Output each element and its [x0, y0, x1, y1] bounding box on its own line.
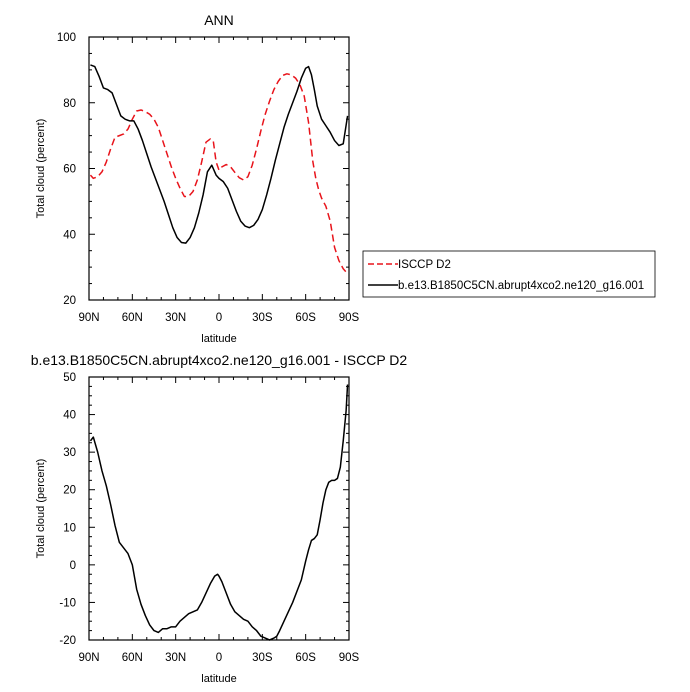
y-tick-label: 80 [63, 98, 76, 110]
x-tick-label: 30S [252, 312, 273, 324]
bottom-chart-xlabel: latitude [201, 673, 236, 685]
bottom-plot-frame [88, 376, 350, 641]
y-tick-label: 10 [63, 522, 76, 534]
bottom-chart: b.e13.B1850C5CN.abrupt4xco2.ne120_g16.00… [31, 352, 408, 685]
x-tick-label: 60N [122, 312, 143, 324]
x-tick-label: 90S [339, 312, 360, 324]
x-tick-label: 90N [78, 312, 99, 324]
y-tick-label: 60 [63, 164, 76, 176]
x-tick-label: 0 [216, 652, 222, 664]
x-tick-label: 30N [165, 652, 186, 664]
top-chart: ANN 90N 60N 30N 0 30S 60S 90S 20 40 60 80 100 latit… [35, 12, 656, 345]
x-tick-label: 60S [295, 652, 316, 664]
top-chart-ticks: 90N 60N 30N 0 30S 60S 90S 20 40 60 80 100 [57, 32, 360, 324]
x-tick-label: 90S [339, 652, 360, 664]
bottom-chart-series [89, 384, 349, 641]
top-chart-title: ANN [204, 12, 234, 28]
top-chart-ylabel: Total cloud (percent) [35, 119, 47, 219]
y-tick-label: -20 [59, 635, 76, 647]
legend-label-model: b.e13.B1850C5CN.abrupt4xco2.ne120_g16.00… [398, 280, 644, 292]
legend-label-isccp: ISCCP D2 [398, 259, 451, 271]
bottom-chart-title: b.e13.B1850C5CN.abrupt4xco2.ne120_g16.00… [31, 352, 408, 368]
legend-box [362, 250, 656, 298]
series-line-0-0 [89, 73, 349, 275]
x-tick-label: 60S [295, 312, 316, 324]
top-chart-legend: ISCCP D2 b.e13.B1850C5CN.abrupt4xco2.ne1… [362, 250, 656, 298]
y-tick-label: 30 [63, 447, 76, 459]
y-tick-label: 40 [63, 229, 76, 241]
x-tick-label: 30N [165, 312, 186, 324]
y-tick-label: -10 [59, 597, 76, 609]
x-tick-label: 30S [252, 652, 273, 664]
y-tick-label: 20 [63, 295, 76, 307]
top-chart-series [89, 64, 349, 275]
top-chart-xlabel: latitude [201, 333, 236, 345]
x-tick-label: 90N [78, 652, 99, 664]
bottom-chart-ticks: 90N 60N 30N 0 30S 60S 90S -20 -10 0 10 20 30 40 50 [59, 372, 359, 664]
y-tick-label: 20 [63, 485, 76, 497]
series-line-0-1 [90, 64, 349, 244]
x-tick-label: 60N [122, 652, 143, 664]
y-tick-label: 50 [63, 372, 76, 384]
y-tick-label: 100 [57, 32, 76, 44]
y-tick-label: 40 [63, 410, 76, 422]
x-tick-label: 0 [216, 312, 222, 324]
bottom-chart-ylabel: Total cloud (percent) [35, 459, 47, 559]
y-tick-label: 0 [70, 560, 76, 572]
series-line-1-0 [89, 384, 349, 641]
